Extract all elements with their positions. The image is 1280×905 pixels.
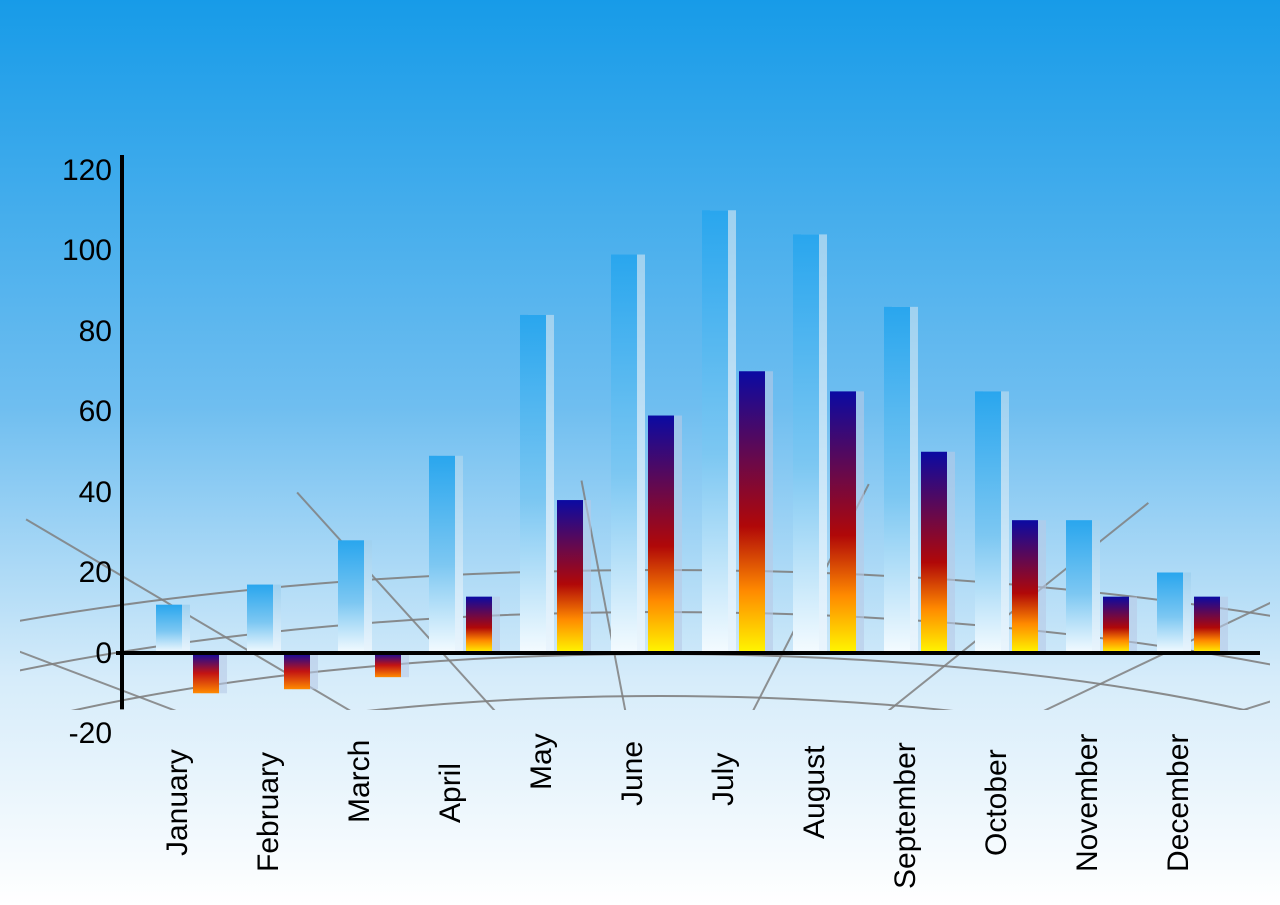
bar-series2 <box>1194 597 1220 653</box>
bar-series2 <box>739 371 765 653</box>
bar-series2 <box>193 653 219 693</box>
x-category-label: May <box>525 733 559 790</box>
bar-series1 <box>884 307 910 653</box>
x-category-label: June <box>616 741 650 806</box>
bar-series2 <box>557 500 583 653</box>
bar-series1 <box>975 391 1001 653</box>
bar-series1 <box>520 315 546 653</box>
chart-stage: -20 0 20 40 60 80 100 120 January February March Ap… <box>0 0 1280 905</box>
bar-series2 <box>830 391 856 653</box>
x-category-label: October <box>980 749 1014 856</box>
bar-series2 <box>375 653 401 677</box>
bar-series1 <box>793 234 819 653</box>
x-category-label: August <box>798 746 832 839</box>
bar-series1 <box>702 210 728 653</box>
bar-series2 <box>1103 597 1129 653</box>
y-tick-label: 100 <box>22 234 112 268</box>
bar-series1 <box>611 255 637 653</box>
x-category-label: December <box>1162 734 1196 872</box>
bar-series1 <box>1157 573 1183 654</box>
y-tick-label: 60 <box>22 395 112 429</box>
x-category-label: July <box>707 753 741 806</box>
bar-series1 <box>247 585 273 653</box>
x-category-label: February <box>252 752 286 872</box>
y-tick-label: 120 <box>22 154 112 188</box>
y-tick-label: 0 <box>22 637 112 671</box>
bar-series1 <box>338 540 364 653</box>
y-tick-label: 40 <box>22 476 112 510</box>
x-category-label: April <box>434 762 468 822</box>
y-tick-label: 80 <box>22 315 112 349</box>
bar-series1 <box>1066 520 1092 653</box>
bar-series2 <box>1012 520 1038 653</box>
x-category-label: September <box>889 742 923 889</box>
bar-series1 <box>429 456 455 653</box>
x-category-label: November <box>1071 734 1105 872</box>
x-category-label: January <box>161 749 195 856</box>
bar-series2 <box>648 416 674 653</box>
bar-series2 <box>284 653 310 689</box>
bar-series1 <box>156 605 182 653</box>
bar-series2 <box>466 597 492 653</box>
x-category-label: March <box>343 739 377 822</box>
y-tick-label: 20 <box>22 556 112 590</box>
bar-series2 <box>921 452 947 653</box>
y-tick-label: -20 <box>22 717 112 751</box>
